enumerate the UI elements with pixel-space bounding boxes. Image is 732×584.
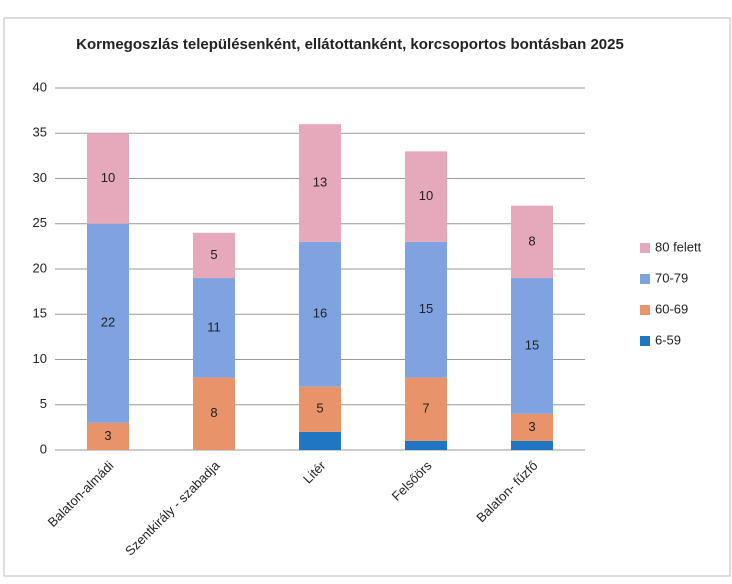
- data-label: 15: [525, 337, 539, 352]
- bar-segment: [87, 223, 129, 423]
- data-label: 15: [419, 301, 433, 316]
- legend-swatch: [640, 336, 650, 346]
- bar-segment: [299, 124, 341, 242]
- legend-label: 80 felett: [655, 239, 702, 254]
- bar-segment: [299, 431, 341, 450]
- data-label: 22: [101, 315, 115, 330]
- data-label: 7: [422, 401, 429, 416]
- y-tick-label: 15: [33, 306, 47, 321]
- bar-segment: [405, 241, 447, 378]
- data-label: 8: [210, 405, 217, 420]
- data-label: 5: [316, 401, 323, 416]
- data-label: 11: [207, 319, 221, 334]
- data-label: 8: [528, 233, 535, 248]
- bar-segment: [511, 205, 553, 279]
- data-label: 16: [313, 306, 327, 321]
- data-label: 5: [210, 247, 217, 262]
- data-label: 3: [104, 428, 111, 443]
- bar-segment: [405, 440, 447, 450]
- bar-segment: [87, 133, 129, 224]
- bar-segment: [193, 232, 235, 279]
- data-label: 3: [528, 419, 535, 434]
- legend-swatch: [640, 243, 650, 253]
- bar-segment: [511, 413, 553, 441]
- chart-title: Kormegoszlás településenként, ellátottan…: [76, 36, 624, 53]
- y-tick-label: 30: [33, 170, 47, 185]
- y-tick-label: 35: [33, 125, 47, 140]
- bar-segment: [511, 440, 553, 450]
- bar-segment: [193, 278, 235, 378]
- bar-segment: [87, 422, 129, 450]
- y-tick-label: 5: [40, 396, 47, 411]
- bar-segment: [405, 151, 447, 242]
- data-label: 13: [313, 174, 327, 189]
- bar-segment: [405, 377, 447, 441]
- bar-segment: [299, 241, 341, 387]
- data-label: 10: [101, 170, 115, 185]
- bar-segment: [299, 386, 341, 432]
- y-tick-label: 10: [33, 351, 47, 366]
- y-tick-label: 20: [33, 260, 47, 275]
- bar-segment: [511, 278, 553, 414]
- y-tick-label: 0: [40, 441, 47, 456]
- data-label: 10: [419, 188, 433, 203]
- legend-label: 70-79: [655, 270, 688, 285]
- y-tick-label: 25: [33, 215, 47, 230]
- y-tick-label: 40: [33, 79, 47, 94]
- legend-label: 60-69: [655, 301, 688, 316]
- legend-swatch: [640, 305, 650, 315]
- legend-label: 6-59: [655, 332, 681, 347]
- bar-segment: [193, 377, 235, 450]
- legend-swatch: [640, 274, 650, 284]
